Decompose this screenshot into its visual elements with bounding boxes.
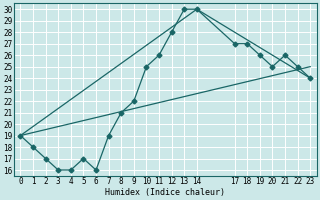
X-axis label: Humidex (Indice chaleur): Humidex (Indice chaleur) [105, 188, 225, 197]
